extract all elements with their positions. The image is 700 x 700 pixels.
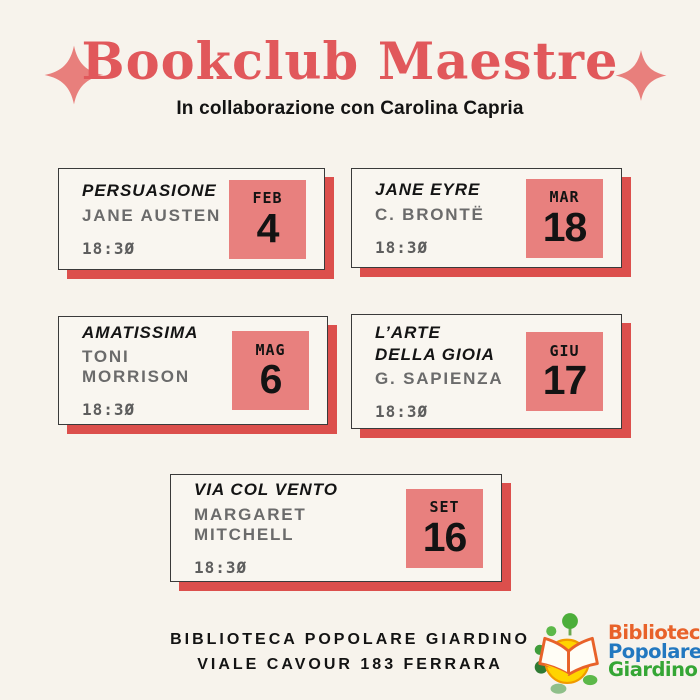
event-info: L’ARTE DELLA GIOIA G. SAPIENZA 18:3Ø: [375, 322, 503, 421]
event-date-badge: FEB 4: [229, 179, 306, 259]
event-day: 6: [259, 356, 283, 403]
event-date-badge: GIU 17: [526, 332, 603, 411]
venue-street: VIALE CAVOUR 183 FERRARA: [197, 655, 503, 673]
event-card: JANE EYRE C. BRONTË 18:3Ø MAR 18: [351, 168, 622, 268]
venue-name: BIBLIOTECA POPOLARE GIARDINO: [170, 631, 530, 648]
book-author: JANE AUSTEN: [82, 205, 222, 225]
event-time: 18:3Ø: [82, 238, 136, 258]
event-time: 18:3Ø: [375, 237, 429, 257]
event-day: 4: [256, 204, 280, 251]
event-day: 18: [542, 203, 588, 250]
library-logo: Biblioteca Popolare Giardino: [534, 604, 700, 700]
library-logo-wordmark: Biblioteca Popolare Giardino: [608, 621, 700, 682]
event-time: 18:3Ø: [82, 400, 136, 420]
event-info: VIA COL VENTO MARGARET MITCHELL 18:3Ø: [194, 479, 406, 576]
event-date-badge: SET 16: [406, 488, 483, 568]
book-author: G. SAPIENZA: [375, 368, 504, 388]
event-month: SET: [429, 498, 460, 517]
logo-word: Popolare: [608, 639, 700, 663]
event-month: GIU: [549, 341, 580, 360]
event-card: PERSUASIONE JANE AUSTEN 18:3Ø FEB 4: [58, 168, 325, 270]
event-month: FEB: [252, 189, 283, 208]
book-author: MARGARET MITCHELL: [194, 504, 307, 544]
page-subtitle: In collaborazione con Carolina Capria: [176, 98, 524, 119]
book-author: TONI MORRISON: [82, 347, 190, 387]
book-title: VIA COL VENTO: [194, 480, 338, 500]
open-book-sun-trees-icon: [534, 613, 599, 694]
book-title: AMATISSIMA: [82, 322, 199, 342]
book-title: L’ARTE DELLA GIOIA: [375, 323, 495, 364]
logo-word: Biblioteca: [608, 621, 700, 645]
event-card: L’ARTE DELLA GIOIA G. SAPIENZA 18:3Ø GIU…: [351, 314, 622, 429]
event-month: MAR: [549, 188, 580, 207]
venue-address: BIBLIOTECA POPOLARE GIARDINO VIALE CAVOU…: [0, 628, 700, 678]
book-title: PERSUASIONE: [82, 181, 217, 201]
event-day: 16: [422, 513, 468, 560]
event-day: 17: [542, 357, 588, 404]
logo-word: Giardino: [608, 658, 698, 682]
book-title: JANE EYRE: [375, 180, 481, 200]
event-time: 18:3Ø: [194, 557, 248, 577]
event-info: AMATISSIMA TONI MORRISON 18:3Ø: [82, 322, 232, 419]
event-date-badge: MAR 18: [526, 178, 603, 258]
event-info: PERSUASIONE JANE AUSTEN 18:3Ø: [82, 180, 221, 257]
event-card: VIA COL VENTO MARGARET MITCHELL 18:3Ø SE…: [170, 474, 502, 582]
book-author: C. BRONTË: [375, 204, 485, 224]
event-time: 18:3Ø: [375, 401, 429, 421]
event-card: AMATISSIMA TONI MORRISON 18:3Ø MAG 6: [58, 316, 328, 425]
event-info: JANE EYRE C. BRONTË 18:3Ø: [375, 179, 485, 256]
event-date-badge: MAG 6: [232, 331, 309, 410]
page-title: Bookclub Maestre: [81, 32, 619, 92]
diamond-sparkle-icon: [615, 50, 667, 101]
diamond-sparkle-icon: [44, 45, 104, 105]
event-month: MAG: [255, 340, 286, 359]
